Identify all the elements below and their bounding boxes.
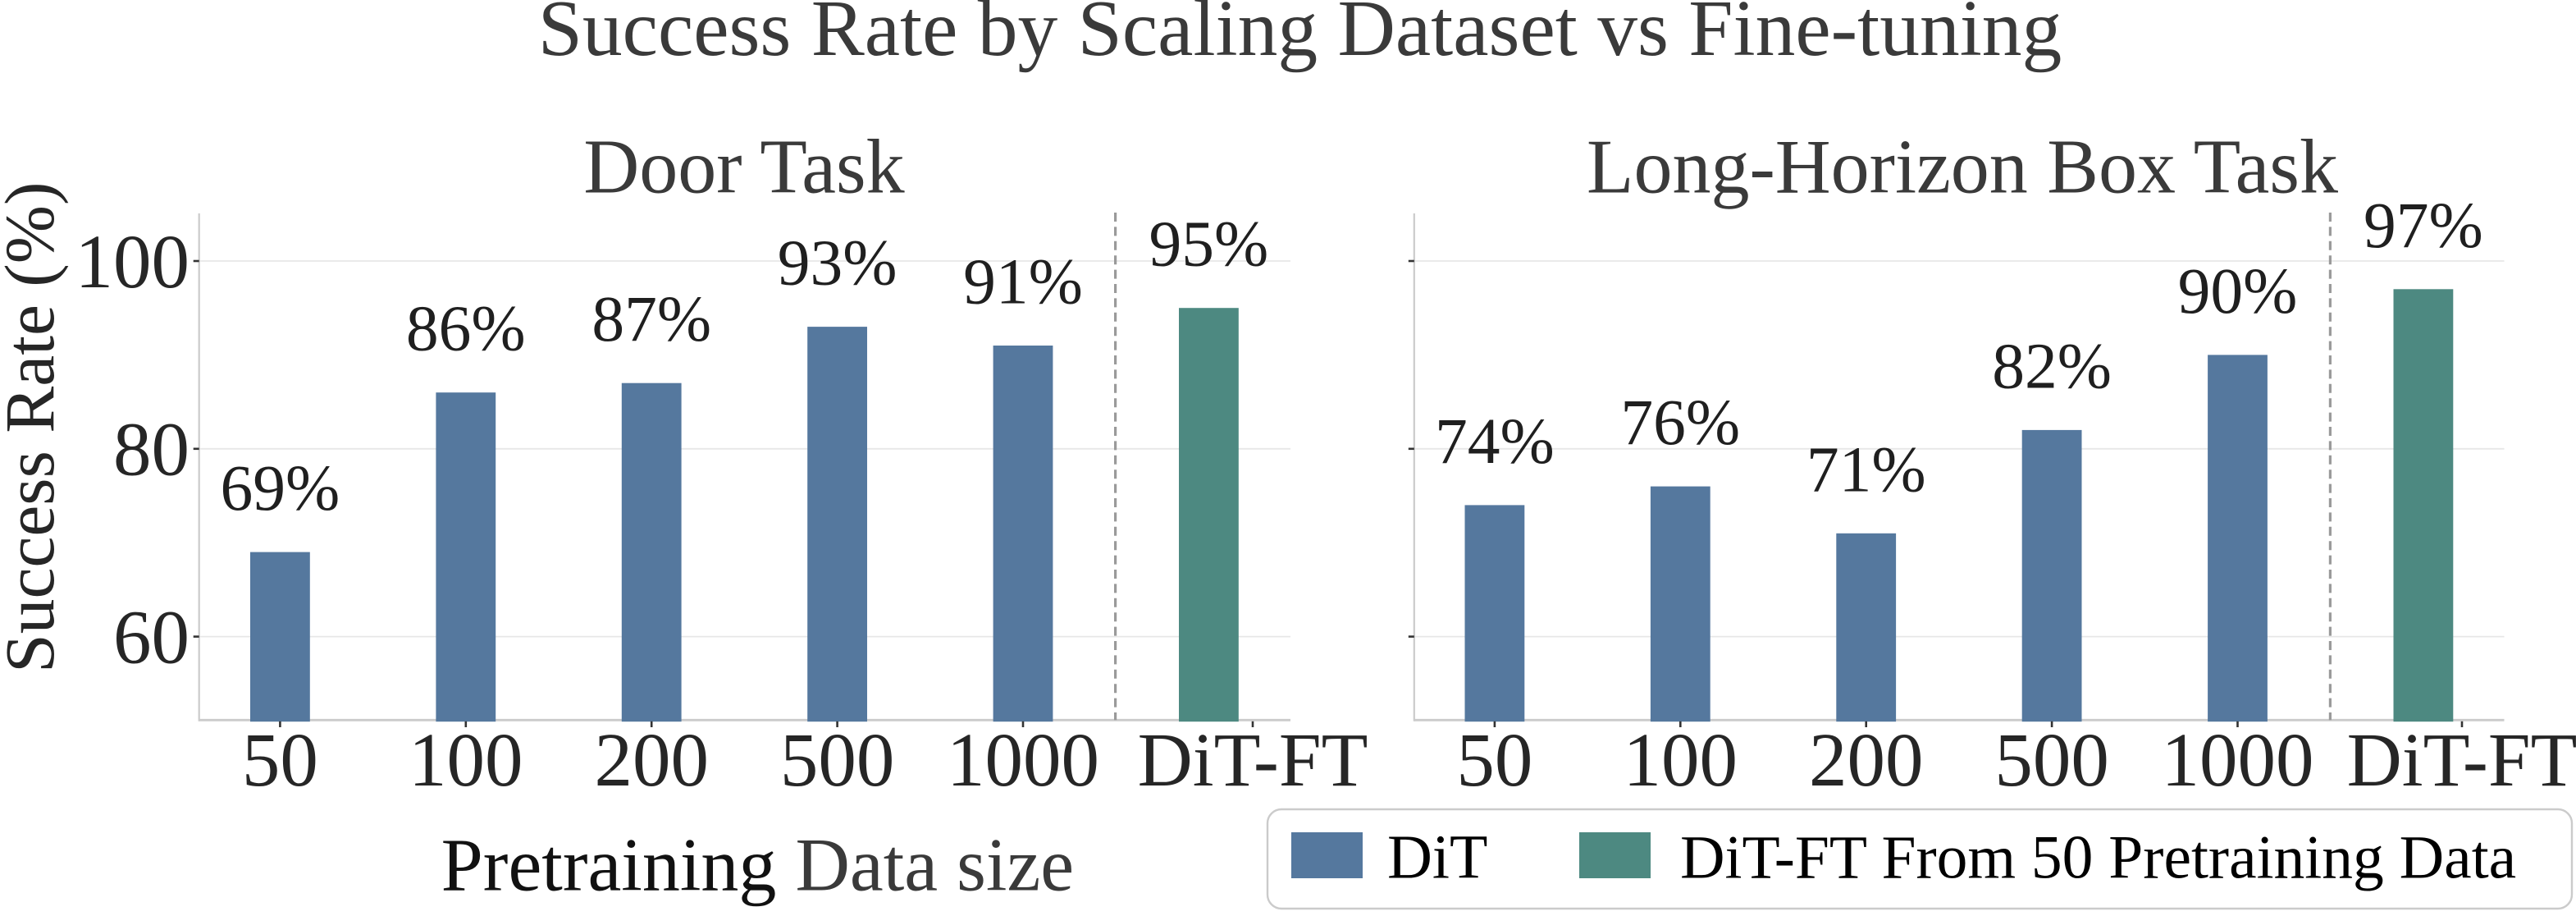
svg-text:Door Task: Door Task xyxy=(583,125,904,210)
svg-text:95%: 95% xyxy=(1149,208,1269,281)
svg-text:1000: 1000 xyxy=(947,718,1099,803)
svg-text:500: 500 xyxy=(1994,718,2109,803)
svg-text:200: 200 xyxy=(1809,718,1924,803)
svg-text:74%: 74% xyxy=(1435,405,1555,478)
svg-text:87%: 87% xyxy=(591,283,711,355)
svg-text:86%: 86% xyxy=(406,293,526,365)
svg-text:Success Rate (%): Success Rate (%) xyxy=(0,182,69,673)
svg-text:500: 500 xyxy=(780,718,895,803)
svg-text:Long-Horizon Box Task: Long-Horizon Box Task xyxy=(1587,125,2338,210)
svg-text:Success Rate by Scaling Datase: Success Rate by Scaling Dataset vs Fine-… xyxy=(538,0,2062,73)
svg-text:80: 80 xyxy=(113,408,190,492)
svg-text:1000: 1000 xyxy=(2162,718,2314,803)
svg-text:DiT: DiT xyxy=(1387,823,1487,892)
svg-text:50: 50 xyxy=(1456,718,1532,803)
svg-text:76%: 76% xyxy=(1620,387,1740,459)
svg-text:90%: 90% xyxy=(2178,255,2298,327)
svg-text:DiT-FT: DiT-FT xyxy=(1138,718,1368,803)
svg-text:91%: 91% xyxy=(963,246,1083,318)
svg-text:50: 50 xyxy=(242,718,318,803)
svg-text:DiT-FT From 50 Pretraining Dat: DiT-FT From 50 Pretraining Data xyxy=(1680,824,2516,892)
svg-text:Pretraining Data size: Pretraining Data size xyxy=(441,823,1075,907)
svg-text:100: 100 xyxy=(75,220,190,305)
svg-text:82%: 82% xyxy=(1992,330,2112,402)
svg-text:60: 60 xyxy=(113,595,190,680)
svg-text:97%: 97% xyxy=(2364,190,2483,262)
svg-text:100: 100 xyxy=(409,718,523,803)
svg-text:200: 200 xyxy=(594,718,709,803)
svg-text:69%: 69% xyxy=(221,452,340,524)
svg-text:DiT-FT: DiT-FT xyxy=(2347,718,2576,803)
svg-text:93%: 93% xyxy=(778,227,897,300)
svg-text:100: 100 xyxy=(1624,718,1738,803)
svg-text:71%: 71% xyxy=(1806,433,1926,506)
